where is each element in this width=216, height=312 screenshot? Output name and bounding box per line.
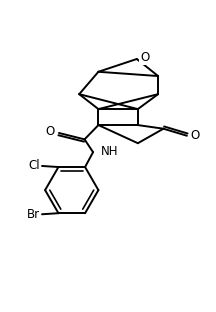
Text: NH: NH xyxy=(101,145,119,158)
Text: O: O xyxy=(45,125,55,139)
Text: Cl: Cl xyxy=(28,159,40,173)
Text: Br: Br xyxy=(27,208,40,221)
Text: O: O xyxy=(190,129,200,142)
Text: O: O xyxy=(140,51,149,64)
